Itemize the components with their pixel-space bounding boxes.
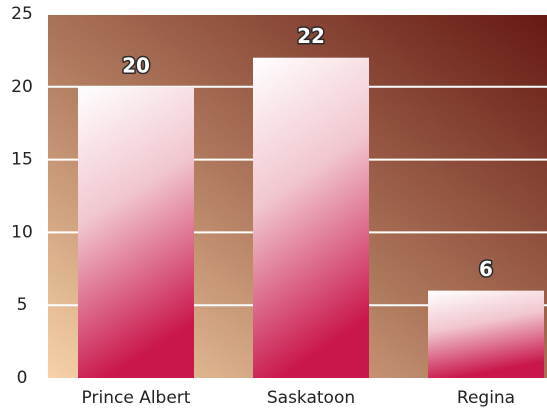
x-tick-label: Prince Albert (82, 388, 191, 408)
y-tick-label: 5 (17, 295, 28, 315)
bar (78, 86, 194, 379)
y-tick-label: 20 (11, 77, 33, 97)
x-tick-label: Regina (457, 388, 515, 408)
y-tick-label: 0 (17, 368, 28, 388)
value-label: 22 (297, 24, 325, 48)
y-tick-label: 25 (11, 4, 33, 24)
y-tick-label: 15 (11, 150, 33, 170)
bar (253, 57, 369, 379)
x-tick-label: Saskatoon (267, 388, 355, 408)
value-label: 20 (122, 53, 150, 77)
value-label: 6 (479, 257, 493, 281)
y-tick-label: 10 (11, 222, 33, 242)
bar (428, 290, 544, 378)
